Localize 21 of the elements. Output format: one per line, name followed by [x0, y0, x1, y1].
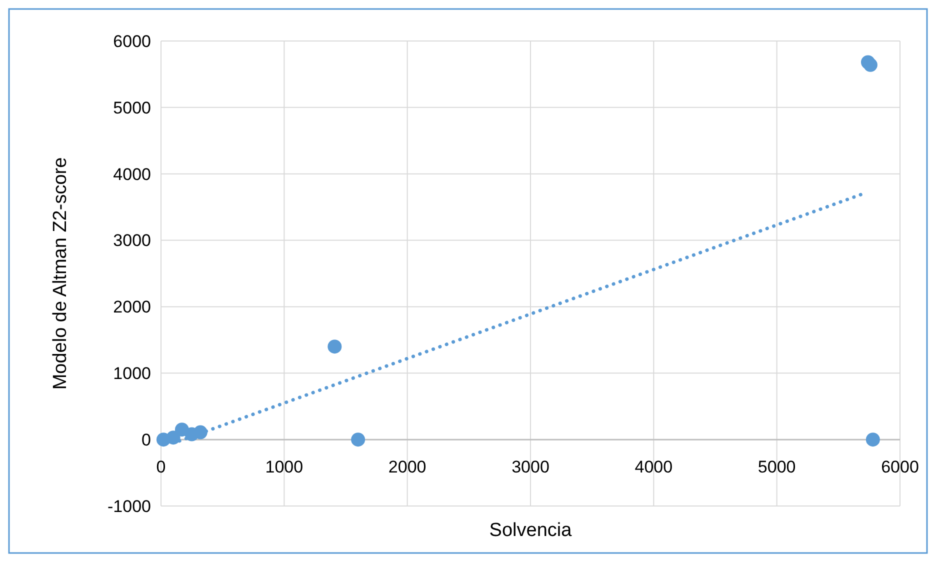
y-axis-title: Modelo de Altman Z2-score: [50, 157, 71, 390]
y-tick-label: 3000: [113, 231, 151, 250]
x-tick-label: 6000: [881, 458, 919, 477]
y-tick-label: 5000: [113, 98, 151, 118]
x-tick-label: 0: [156, 458, 166, 477]
x-tick-label: 1000: [265, 458, 304, 477]
y-tick-label: 2000: [113, 298, 151, 317]
point: [328, 340, 342, 354]
y-tick-label: -1000: [108, 496, 151, 516]
x-tick-label: 4000: [634, 458, 673, 477]
x-tick-label: 3000: [512, 458, 550, 477]
x-axis-title: Solvencia: [489, 520, 572, 541]
point: [866, 432, 880, 447]
y-tick-label: 4000: [113, 164, 151, 184]
point: [351, 432, 366, 447]
point: [863, 58, 878, 72]
x-tick-label: 2000: [388, 458, 426, 477]
y-tick-label: 6000: [113, 32, 151, 51]
y-tick-label: 1000: [113, 364, 151, 384]
y-tick-label: 0: [142, 430, 151, 450]
x-tick-label: 5000: [758, 458, 796, 477]
